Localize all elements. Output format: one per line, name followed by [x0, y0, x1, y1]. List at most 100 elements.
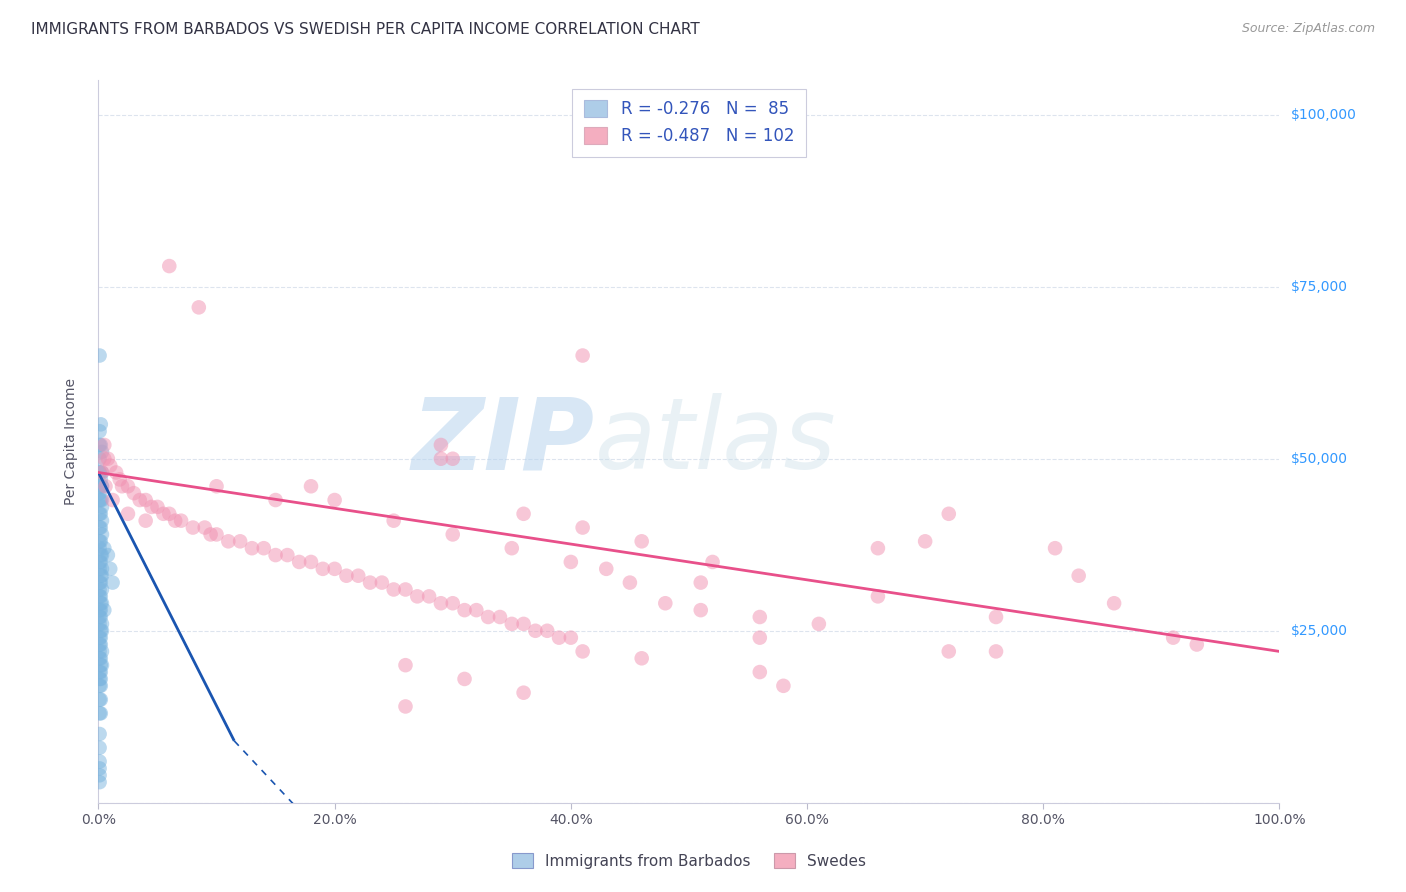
- Point: [335, 568, 357, 582]
- Point: [536, 624, 558, 638]
- Point: [501, 616, 523, 631]
- Point: [91, 658, 114, 673]
- Point: [93, 541, 115, 556]
- Point: [453, 672, 475, 686]
- Point: [984, 610, 1007, 624]
- Text: atlas: atlas: [595, 393, 837, 490]
- Point: [866, 541, 889, 556]
- Point: [205, 479, 228, 493]
- Point: [89, 541, 111, 556]
- Point: [371, 575, 394, 590]
- Point: [90, 472, 112, 486]
- Y-axis label: Per Capita Income: Per Capita Income: [63, 378, 77, 505]
- Point: [560, 555, 582, 569]
- Point: [1102, 596, 1125, 610]
- Point: [1043, 541, 1066, 556]
- Point: [101, 493, 124, 508]
- Point: [89, 651, 111, 665]
- Point: [630, 651, 652, 665]
- Point: [89, 768, 111, 782]
- Point: [571, 520, 593, 534]
- Point: [90, 568, 112, 582]
- Point: [89, 616, 111, 631]
- Point: [105, 466, 128, 480]
- Point: [264, 493, 287, 508]
- Point: [205, 527, 228, 541]
- Point: [89, 761, 111, 775]
- Point: [89, 466, 111, 480]
- Point: [430, 596, 453, 610]
- Point: [418, 590, 440, 604]
- Point: [89, 486, 111, 500]
- Point: [453, 603, 475, 617]
- Point: [90, 603, 112, 617]
- Point: [89, 740, 111, 755]
- Point: [90, 651, 112, 665]
- Point: [91, 479, 114, 493]
- Point: [512, 686, 534, 700]
- Point: [382, 514, 405, 528]
- Point: [323, 493, 346, 508]
- Point: [90, 658, 112, 673]
- Point: [441, 527, 464, 541]
- Point: [91, 548, 114, 562]
- Point: [194, 520, 217, 534]
- Point: [89, 534, 111, 549]
- Point: [938, 507, 960, 521]
- Point: [264, 548, 287, 562]
- Point: [89, 493, 111, 508]
- Point: [91, 527, 114, 541]
- Point: [406, 590, 429, 604]
- Point: [89, 590, 111, 604]
- Point: [90, 596, 112, 610]
- Point: [571, 644, 593, 658]
- Point: [866, 590, 889, 604]
- Text: $75,000: $75,000: [1291, 280, 1347, 293]
- Point: [89, 775, 111, 789]
- Point: [90, 417, 112, 432]
- Point: [128, 493, 150, 508]
- Point: [654, 596, 676, 610]
- Point: [90, 438, 112, 452]
- Point: [89, 349, 111, 363]
- Point: [299, 555, 322, 569]
- Point: [89, 727, 111, 741]
- Point: [89, 638, 111, 652]
- Point: [93, 438, 115, 452]
- Point: [560, 631, 582, 645]
- Point: [689, 603, 711, 617]
- Point: [91, 466, 114, 480]
- Point: [748, 610, 770, 624]
- Point: [90, 631, 112, 645]
- Point: [101, 575, 124, 590]
- Point: [93, 603, 115, 617]
- Point: [89, 631, 111, 645]
- Point: [89, 562, 111, 576]
- Point: [89, 575, 111, 590]
- Point: [91, 596, 114, 610]
- Point: [548, 631, 571, 645]
- Point: [1067, 568, 1090, 582]
- Point: [89, 672, 111, 686]
- Point: [90, 493, 112, 508]
- Point: [441, 451, 464, 466]
- Point: [512, 507, 534, 521]
- Point: [93, 451, 115, 466]
- Point: [89, 466, 111, 480]
- Text: ZIP: ZIP: [412, 393, 595, 490]
- Point: [91, 466, 114, 480]
- Point: [91, 568, 114, 582]
- Point: [89, 582, 111, 597]
- Point: [571, 349, 593, 363]
- Point: [1161, 631, 1184, 645]
- Point: [91, 644, 114, 658]
- Point: [430, 451, 453, 466]
- Point: [165, 514, 187, 528]
- Point: [229, 534, 252, 549]
- Point: [91, 514, 114, 528]
- Point: [89, 479, 111, 493]
- Point: [90, 679, 112, 693]
- Point: [111, 479, 134, 493]
- Point: [501, 541, 523, 556]
- Text: $25,000: $25,000: [1291, 624, 1347, 638]
